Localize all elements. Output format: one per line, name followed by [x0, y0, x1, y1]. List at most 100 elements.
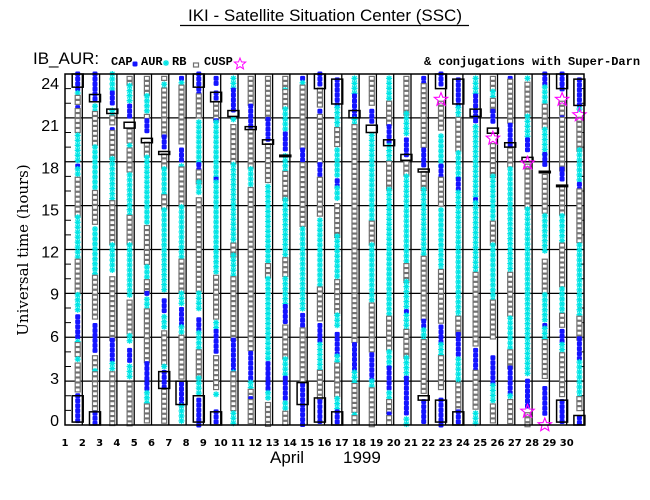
rb-marker [126, 381, 133, 387]
aur-marker-stroke [144, 296, 150, 302]
cap-marker [300, 312, 306, 318]
panel-label: IB_AUR: [33, 49, 99, 68]
rb-marker [368, 322, 375, 328]
aur-marker-stroke [265, 258, 271, 264]
aur-marker [489, 257, 496, 264]
aur-marker-stroke [421, 206, 427, 213]
rb-marker [264, 80, 272, 86]
aur-marker-stroke [92, 246, 98, 252]
rb-marker [264, 416, 272, 423]
rb-marker [109, 134, 116, 141]
aur-marker-stroke [92, 159, 98, 165]
aur-marker-stroke [507, 320, 513, 326]
aur-marker-stroke [369, 147, 375, 154]
rb-marker [126, 421, 133, 427]
aur-marker-stroke [230, 267, 237, 273]
rb-marker [143, 224, 150, 231]
rb-marker [489, 97, 496, 103]
aur-marker [161, 171, 168, 178]
aur-marker [334, 104, 341, 111]
rb-marker [316, 133, 323, 139]
rb-marker [74, 341, 81, 348]
rb-marker [91, 219, 99, 225]
aur-marker-stroke [299, 256, 306, 262]
rb-marker [74, 107, 81, 114]
rb-marker [403, 267, 410, 274]
cap-marker [282, 304, 288, 310]
cap-marker [92, 81, 98, 87]
rb-marker [195, 231, 202, 238]
aur-marker-stroke [524, 271, 531, 277]
rb-marker [109, 215, 116, 221]
aur-marker-stroke [386, 311, 392, 317]
aur-marker [178, 219, 185, 226]
rb-marker [420, 358, 427, 365]
rb-marker [178, 99, 185, 105]
aur-marker-stroke [455, 309, 461, 315]
rb-marker [386, 415, 393, 421]
conjunction-box [434, 399, 448, 423]
rb-marker [489, 102, 496, 108]
rb-marker [161, 355, 168, 361]
rb-marker [178, 84, 185, 90]
rb-marker [420, 285, 427, 291]
aur-marker [213, 134, 220, 141]
rb-marker [264, 105, 272, 111]
rb-marker [230, 381, 237, 387]
rb-marker [282, 349, 289, 355]
rb-marker [264, 110, 272, 116]
aur-marker [368, 187, 375, 194]
rb-marker [109, 120, 116, 126]
rb-marker [299, 99, 306, 105]
aur-marker-stroke [386, 221, 392, 228]
cap-marker [230, 102, 236, 108]
aur-marker-stroke [524, 206, 531, 212]
aur-marker-stroke [472, 138, 479, 145]
aur-marker-stroke [403, 283, 410, 290]
cap-marker [144, 361, 150, 367]
aur-marker [178, 238, 185, 245]
aur-marker-stroke [248, 181, 254, 187]
rb-marker [143, 284, 150, 290]
aur-marker-stroke [334, 109, 340, 116]
aur-marker-stroke [230, 116, 237, 122]
cap-marker [507, 375, 513, 381]
aur-marker-stroke [507, 226, 513, 232]
aur-marker-stroke [144, 264, 150, 270]
rb-marker [403, 348, 410, 354]
cap-marker [455, 346, 461, 352]
aur-marker [143, 184, 150, 191]
rb-marker [489, 304, 496, 310]
rb-marker [74, 186, 81, 192]
aur-marker-stroke [265, 248, 271, 254]
rb-marker [489, 299, 496, 305]
aur-marker-stroke [299, 251, 306, 257]
aur-marker-stroke [144, 98, 150, 104]
rb-marker [195, 207, 202, 213]
aur-marker-stroke [438, 257, 444, 263]
rb-marker [247, 133, 254, 139]
aur-marker [143, 102, 150, 109]
rb-marker [316, 296, 323, 302]
aur-marker [403, 130, 410, 137]
rb-marker [351, 332, 358, 339]
rb-marker [247, 186, 254, 193]
cap-marker [421, 157, 427, 163]
rb-marker [316, 191, 323, 197]
aur-marker-stroke [161, 262, 167, 268]
aur-marker [230, 191, 237, 198]
rb-marker [299, 362, 306, 368]
aur-marker-stroke [317, 257, 323, 263]
aur-marker-stroke [455, 361, 461, 367]
aur-marker [126, 242, 133, 249]
aur-marker-stroke [472, 188, 479, 194]
rb-marker [230, 124, 237, 130]
aur-marker-stroke [213, 254, 219, 260]
cap-marker [386, 375, 392, 381]
aur-marker-stroke [455, 249, 461, 255]
rb-marker [507, 301, 514, 307]
aur-marker-stroke [75, 219, 81, 225]
aur-marker-stroke [92, 261, 98, 267]
rb-marker [316, 311, 323, 317]
aur-marker-stroke [455, 224, 461, 230]
